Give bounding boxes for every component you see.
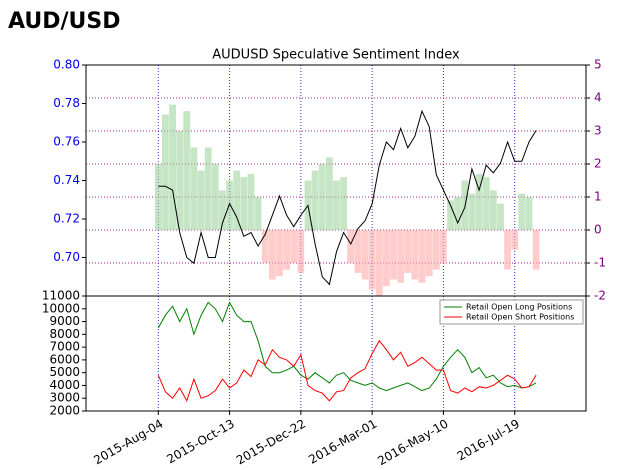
sentiment-bar <box>190 147 198 230</box>
sentiment-bar <box>325 157 333 230</box>
sentiment-bar <box>290 230 298 263</box>
sentiment-bar <box>247 173 255 230</box>
sentiment-bar <box>404 230 412 273</box>
sentiment-bar <box>283 230 291 270</box>
sentiment-bar <box>204 147 212 230</box>
sentiment-bar <box>318 164 326 230</box>
x-tick-label: 2016-Mar-01 <box>306 417 379 467</box>
y-tick-label: 0.76 <box>53 135 80 149</box>
y2-tick-label: -1 <box>594 256 606 270</box>
legend-label: Retail Open Long Positions <box>466 303 572 312</box>
sentiment-bar <box>411 230 419 280</box>
series-line <box>158 109 537 286</box>
y2-tick-label: 1 <box>594 190 602 204</box>
sentiment-bar <box>219 190 226 230</box>
sentiment-bar <box>475 173 483 230</box>
y-tick-label: 0.72 <box>53 212 80 226</box>
y-tick-label: 2000 <box>49 404 80 418</box>
sentiment-bar <box>183 111 191 230</box>
y-tick-label: 4000 <box>49 378 80 392</box>
sentiment-bar <box>383 230 390 287</box>
x-tick-label: 2015-Aug-04 <box>91 417 165 468</box>
sentiment-bar <box>340 177 348 230</box>
sentiment-bar <box>454 197 462 230</box>
sentiment-bar <box>154 164 162 230</box>
y-tick-label: 0.78 <box>53 96 80 110</box>
sentiment-bar <box>468 193 476 230</box>
legend-label: Retail Open Short Positions <box>466 313 574 322</box>
sentiment-bar <box>197 170 205 230</box>
y-tick-label: 0.74 <box>53 173 80 187</box>
y2-tick-label: 0 <box>594 223 602 237</box>
sentiment-bar <box>489 190 497 230</box>
sentiment-bar <box>268 230 276 280</box>
sentiment-bar <box>447 200 454 230</box>
sentiment-bar <box>504 230 511 270</box>
sentiment-bar <box>368 230 376 290</box>
sentiment-bar <box>311 170 319 230</box>
y-tick-label: 9000 <box>49 314 80 328</box>
y-tick-label: 0.80 <box>53 58 80 72</box>
sentiment-bar <box>354 230 362 273</box>
x-tick-label: 2015-Oct-13 <box>164 417 236 467</box>
y-tick-label: 7000 <box>49 340 80 354</box>
sentiment-bar <box>432 230 440 270</box>
sentiment-bar <box>169 104 176 230</box>
series-line <box>157 301 537 392</box>
sentiment-bar <box>276 230 283 277</box>
sentiment-bar <box>440 230 447 263</box>
y-tick-label: 5000 <box>49 365 80 379</box>
sentiment-bar <box>254 197 262 230</box>
sentiment-bar <box>425 230 433 277</box>
sentiment-bar <box>297 230 305 273</box>
panel-frame <box>85 295 587 412</box>
y2-tick-label: -2 <box>594 289 606 303</box>
sentiment-bar <box>211 164 219 230</box>
sentiment-bar <box>240 177 248 230</box>
sentiment-bar <box>361 230 369 280</box>
y-tick-label: 11000 <box>42 289 80 303</box>
x-tick-label: 2015-Dec-22 <box>234 417 308 468</box>
sentiment-bar <box>525 197 533 230</box>
sentiment-bar <box>532 230 540 270</box>
series-line <box>157 339 537 403</box>
y2-tick-label: 5 <box>594 58 602 72</box>
sentiment-bar <box>333 180 340 230</box>
sentiment-bar <box>375 230 383 296</box>
sentiment-bar <box>347 230 355 263</box>
legend-box <box>439 299 584 325</box>
sentiment-bar <box>397 230 405 283</box>
y2-tick-label: 2 <box>594 157 602 171</box>
sentiment-bar <box>511 230 519 250</box>
sentiment-bar <box>261 230 269 263</box>
y2-tick-label: 3 <box>594 124 602 138</box>
y-tick-label: 10000 <box>42 301 80 315</box>
y-tick-label: 8000 <box>49 327 80 341</box>
y-tick-label: 3000 <box>49 391 80 405</box>
x-tick-label: 2016-Jul-19 <box>455 417 522 464</box>
sentiment-bar <box>162 114 169 230</box>
y-tick-label: 0.70 <box>53 250 80 264</box>
chart-title: AUDUSD Speculative Sentiment Index <box>212 48 460 63</box>
sentiment-bar <box>518 193 526 230</box>
sentiment-bar <box>418 230 426 283</box>
sentiment-bar <box>482 177 490 230</box>
sentiment-bar <box>233 170 241 230</box>
y2-tick-label: 4 <box>594 91 602 105</box>
sentiment-bar <box>176 131 184 230</box>
page-title: AUD/USD <box>8 9 120 34</box>
y-tick-label: 6000 <box>49 352 80 366</box>
sentiment-bar <box>226 180 233 230</box>
x-tick-label: 2016-May-10 <box>375 417 450 469</box>
sentiment-bar <box>497 203 504 230</box>
sentiment-bar <box>390 230 397 280</box>
